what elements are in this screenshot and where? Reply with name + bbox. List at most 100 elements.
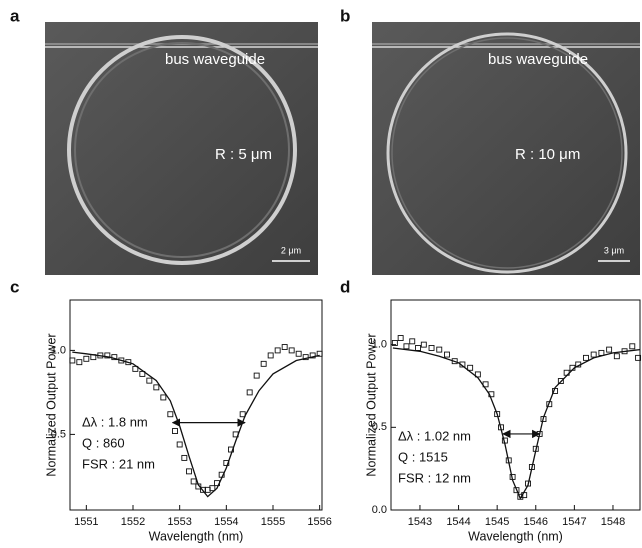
sem-panel-b: b bus waveguide R : 10 μm 3 μm <box>340 6 640 275</box>
data-point <box>218 471 225 478</box>
panel-label: a <box>10 6 20 25</box>
y-axis-label: Normalized Output Power <box>364 333 378 476</box>
annotation: Δλ : 1.8 nm <box>82 414 148 429</box>
data-point <box>125 359 132 366</box>
data-point <box>498 424 504 431</box>
plot-frame <box>390 299 641 511</box>
data-point <box>488 391 495 398</box>
x-tick-label: 1547 <box>562 516 586 528</box>
data-point <box>575 361 582 368</box>
data-point <box>209 485 216 492</box>
ring <box>386 32 628 274</box>
data-point <box>459 361 466 368</box>
y-tick-label: 0.5 <box>51 428 66 440</box>
data-point <box>635 354 642 361</box>
data-point <box>563 369 570 376</box>
data-point <box>132 365 139 372</box>
x-tick-label: 1555 <box>261 516 285 528</box>
x-tick-label: 1556 <box>307 516 331 528</box>
data-point <box>160 394 167 401</box>
data-point <box>590 351 597 358</box>
data-point <box>525 480 531 487</box>
data-point <box>557 378 564 384</box>
data-point <box>302 354 309 361</box>
data-point <box>228 446 234 453</box>
data-point <box>621 348 628 355</box>
x-tick-label: 1544 <box>446 516 470 528</box>
annotation: Q : 1515 <box>398 449 448 464</box>
data-point <box>267 352 274 359</box>
sem-image <box>45 22 318 275</box>
panel-label: b <box>340 6 350 25</box>
y-tick-label: 1.0 <box>51 344 66 356</box>
scale-label: 2 μm <box>281 245 301 255</box>
sem-panel-a: a bus waveguide R : 5 μm 2 μm <box>10 6 318 275</box>
data-point <box>246 389 253 396</box>
waveguide-label: bus waveguide <box>165 51 265 68</box>
data-point <box>83 355 90 362</box>
scale-label: 3 μm <box>604 245 624 255</box>
data-point <box>181 454 188 461</box>
annotation: FSR : 21 nm <box>82 456 155 471</box>
data-point <box>521 492 528 499</box>
data-point <box>260 360 267 367</box>
panel-label: d <box>340 277 350 296</box>
data-point <box>528 464 535 470</box>
data-point <box>309 352 316 359</box>
fit-line <box>392 347 641 500</box>
x-tick-label: 1554 <box>214 516 238 528</box>
data-point <box>253 372 260 379</box>
x-tick-label: 1543 <box>408 516 432 528</box>
data-point <box>451 358 458 365</box>
data-point <box>509 473 516 480</box>
ring <box>74 42 290 258</box>
data-point <box>69 357 76 364</box>
data-point <box>513 487 520 494</box>
data-point <box>569 364 576 371</box>
data-point <box>167 411 174 418</box>
data-point <box>482 381 489 388</box>
x-tick-label: 1546 <box>524 516 548 528</box>
data-point <box>436 346 443 353</box>
data-point <box>415 345 421 351</box>
fit-line <box>72 351 320 498</box>
data-point <box>190 478 197 485</box>
x-tick-label: 1552 <box>121 516 145 528</box>
y-tick-label: 0.5 <box>372 421 387 433</box>
x-tick-label: 1548 <box>601 516 625 528</box>
data-point <box>428 345 435 351</box>
data-point <box>546 401 553 408</box>
y-tick-label: 0.0 <box>372 504 387 516</box>
data-point <box>397 335 404 341</box>
data-point <box>214 480 220 487</box>
x-tick-label: 1553 <box>167 516 191 528</box>
panel-label: c <box>10 277 19 296</box>
y-axis-label: Normalized Output Power <box>44 333 58 476</box>
x-axis-label: Wavelength (nm) <box>149 529 244 543</box>
waveguide-label: bus waveguide <box>488 51 588 68</box>
data-point <box>139 370 146 377</box>
data-point <box>583 354 589 361</box>
annotation: FSR : 12 nm <box>398 470 471 485</box>
x-axis-label: Wavelength (nm) <box>468 529 563 543</box>
data-point <box>281 344 288 350</box>
data-point <box>474 371 481 378</box>
data-point <box>403 343 410 350</box>
data-point <box>90 354 97 361</box>
radius-label: R : 5 μm <box>215 146 272 163</box>
data-point <box>176 441 183 448</box>
data-point <box>517 493 524 500</box>
data-point <box>505 457 512 464</box>
data-point <box>613 353 620 360</box>
data-point <box>111 354 118 361</box>
data-point <box>288 347 295 354</box>
data-point <box>118 357 125 364</box>
data-point <box>153 384 160 391</box>
data-point <box>97 352 104 359</box>
data-point <box>232 431 239 438</box>
annotation: Q : 860 <box>82 435 125 450</box>
radius-label: R : 10 μm <box>515 146 580 163</box>
data-point <box>391 340 398 346</box>
x-tick-label: 1551 <box>74 516 98 528</box>
